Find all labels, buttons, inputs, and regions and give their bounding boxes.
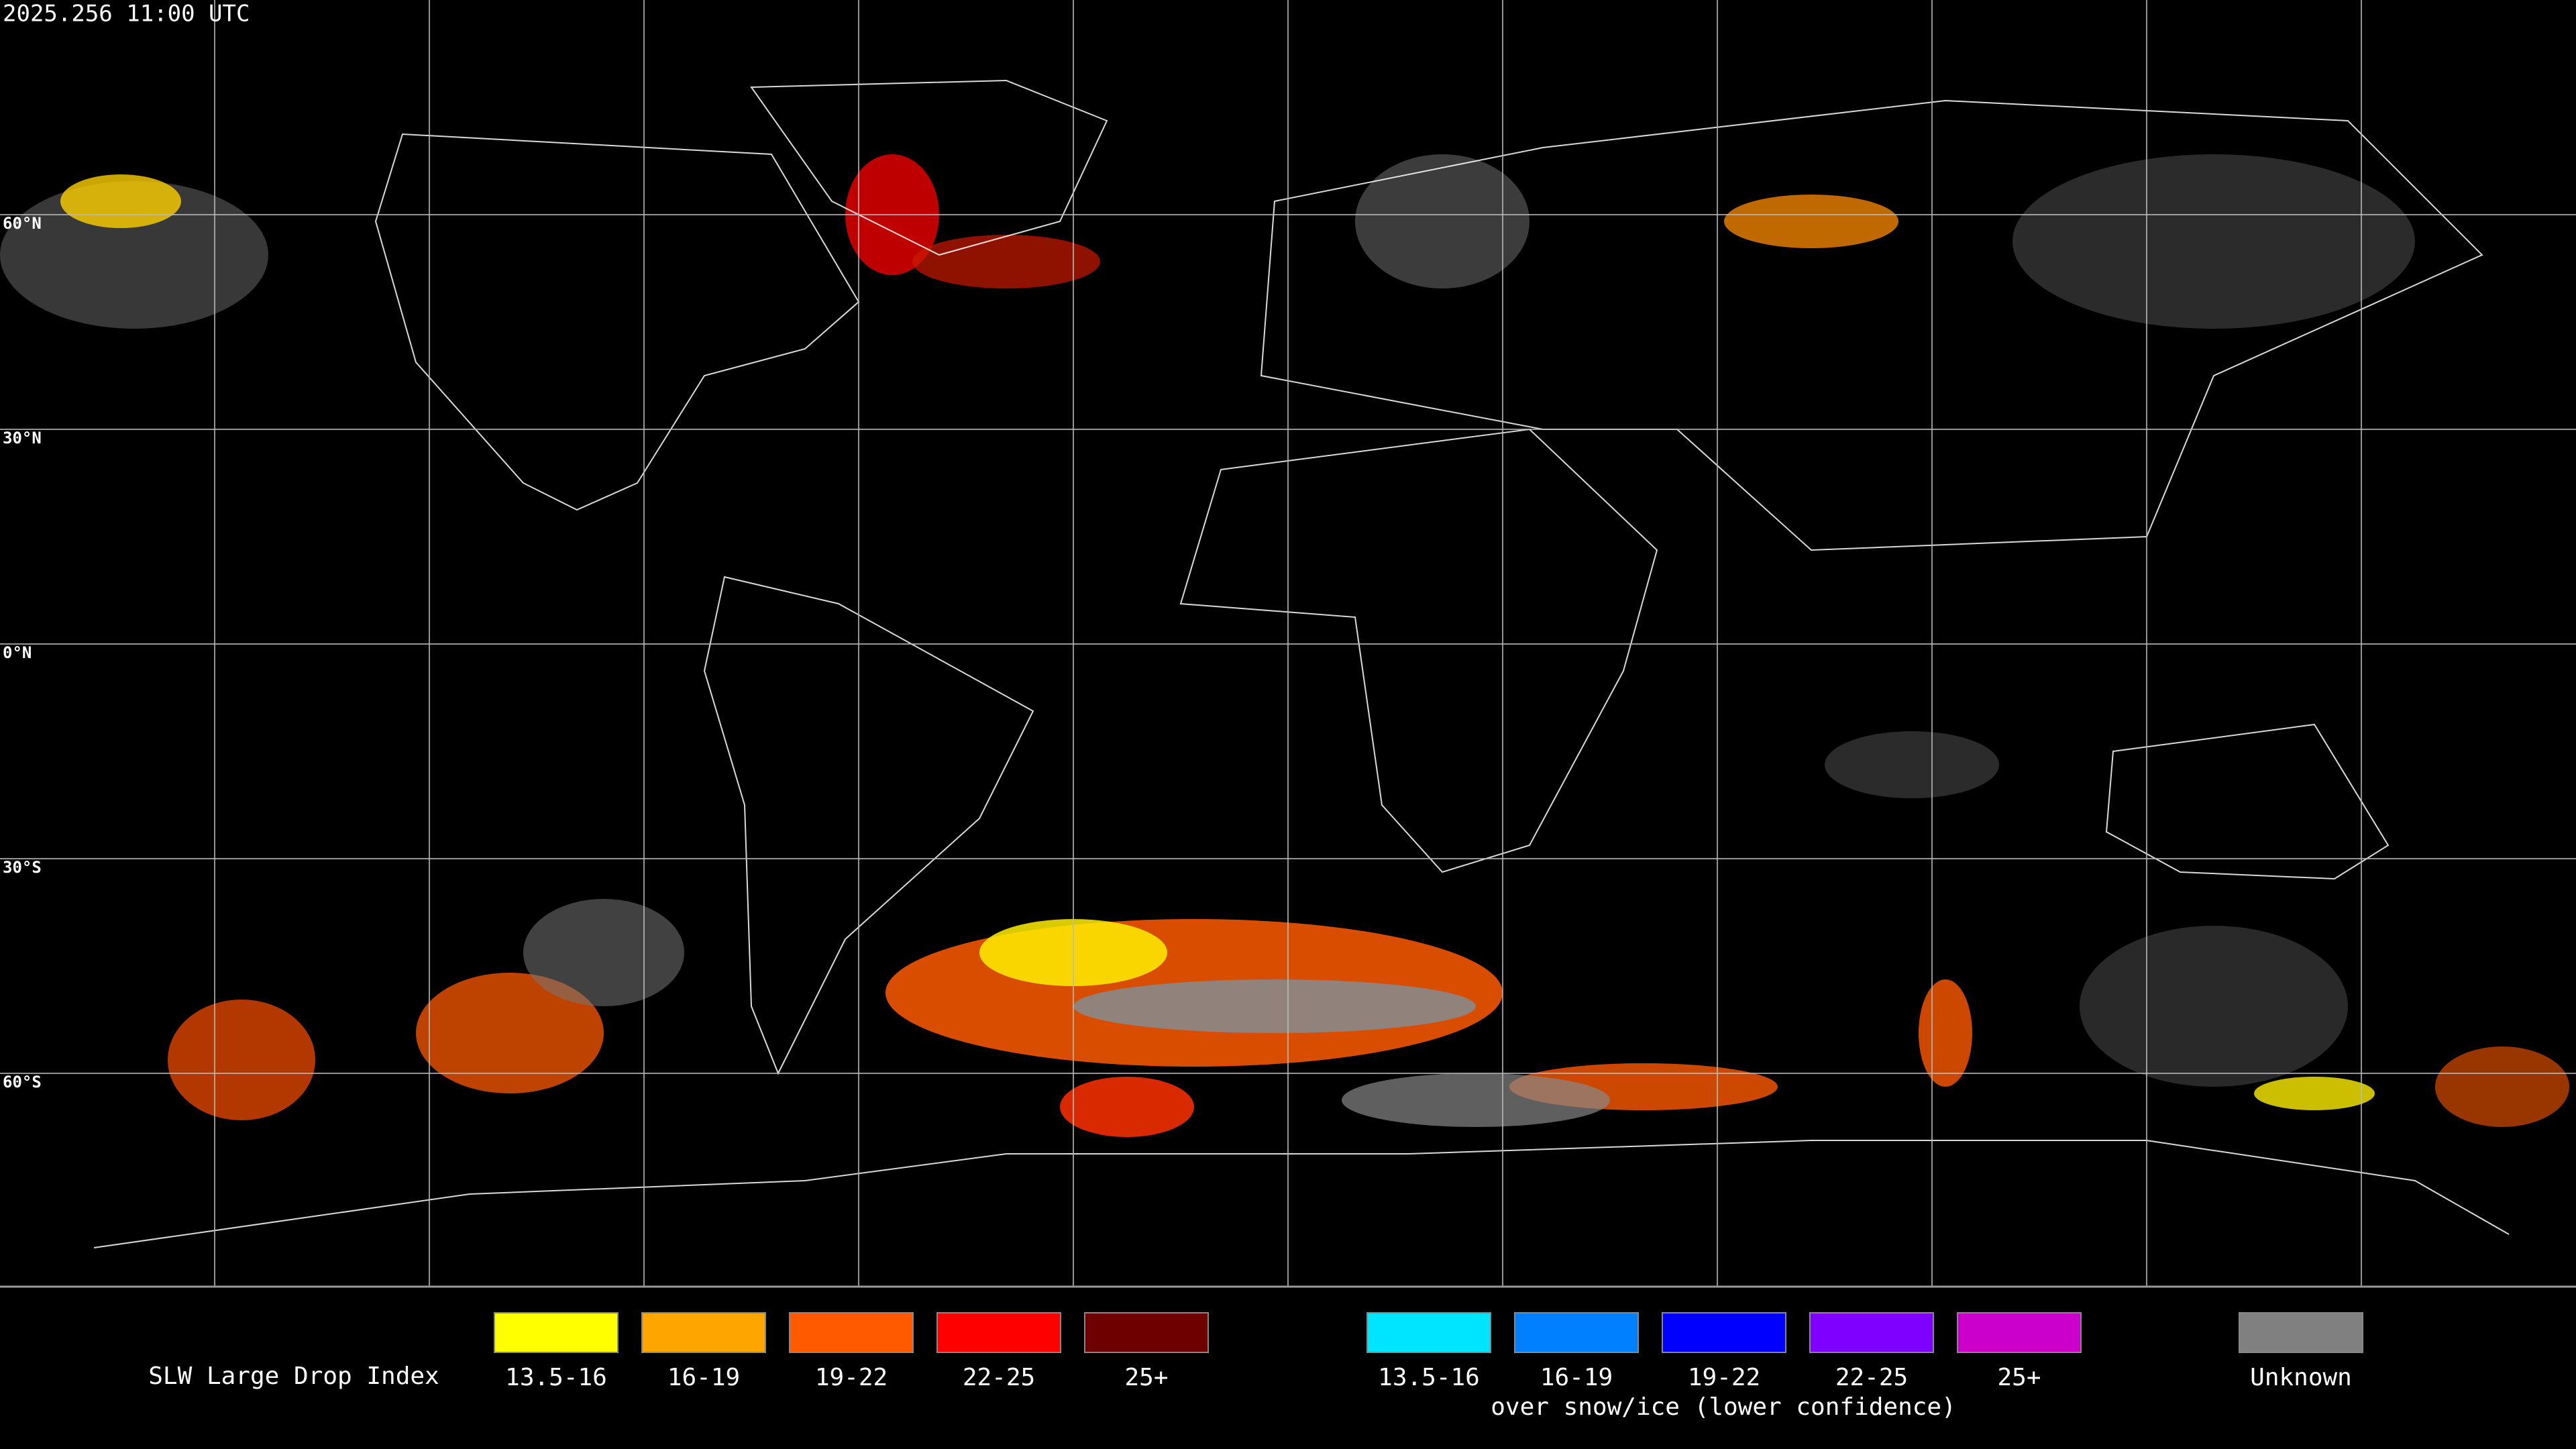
cloud-slw <box>416 973 604 1093</box>
latitude-label: 30°S <box>3 858 42 877</box>
legend-label: 13.5-16 <box>1378 1364 1480 1391</box>
cloud-slw <box>1919 979 1972 1087</box>
cloud-slw <box>60 174 181 228</box>
legend-label: 22-25 <box>963 1364 1035 1391</box>
legend-swatch <box>1514 1312 1639 1353</box>
south-america <box>703 576 1034 1075</box>
cloud-unknown <box>2012 154 2415 329</box>
legend-label: 16-19 <box>1540 1364 1613 1391</box>
legend-label: 16-19 <box>667 1364 740 1391</box>
north-america <box>374 133 860 511</box>
australia <box>2105 723 2390 880</box>
cloud-slw <box>168 1000 315 1120</box>
cloud-unknown <box>523 899 684 1006</box>
latitude-label: 60°N <box>3 214 42 233</box>
coastlines <box>93 79 2510 1248</box>
cloud-unknown <box>1355 154 1529 288</box>
cloud-slw <box>1724 195 1898 248</box>
legend-label: 19-22 <box>815 1364 888 1391</box>
legend-title: SLW Large Drop Index <box>148 1362 439 1390</box>
latitude-label: 60°S <box>3 1073 42 1091</box>
legend-swatch <box>2239 1312 2363 1353</box>
legend-label: 25+ <box>1997 1364 2041 1391</box>
legend-swatch <box>1662 1312 1786 1353</box>
legend-swatch <box>1957 1312 2082 1353</box>
legend-note: over snow/ice (lower confidence) <box>1491 1393 1956 1421</box>
greenland <box>750 79 1108 256</box>
cloud-slw <box>1060 1077 1194 1137</box>
timestamp: 2025.256 11:00 UTC <box>3 1 250 28</box>
latitude-label: 0°N <box>3 643 32 662</box>
legend-label: 25+ <box>1124 1364 1168 1391</box>
cloud-unknown <box>1342 1073 1610 1127</box>
legend-label: 22-25 <box>1835 1364 1908 1391</box>
cloud-slw <box>2435 1046 2569 1127</box>
legend-label: Unknown <box>2250 1364 2352 1391</box>
cloud-unknown <box>1825 731 1999 798</box>
legend-label: 13.5-16 <box>505 1364 607 1391</box>
legend-swatch <box>1084 1312 1209 1353</box>
legend-swatch <box>641 1312 766 1353</box>
data-field <box>0 154 2569 1137</box>
legend-swatch <box>789 1312 914 1353</box>
cloud-slw <box>912 235 1100 288</box>
legend: 13.5-16 16-19 19-22 22-25 25+ 13.5-16 16-19 19-… <box>494 1312 2363 1391</box>
legend-swatch <box>494 1312 619 1353</box>
antarctica <box>93 1140 2510 1248</box>
eurasia <box>1260 99 2483 551</box>
cloud-unknown <box>0 181 268 329</box>
cloud-unknown <box>1073 979 1476 1033</box>
legend-swatch <box>1366 1312 1491 1353</box>
cloud-unknown <box>2080 926 2348 1087</box>
cloud-slw <box>2254 1077 2375 1110</box>
legend-label: 19-22 <box>1688 1364 1760 1391</box>
legend-swatch <box>936 1312 1061 1353</box>
latitude-label: 30°N <box>3 429 42 447</box>
graticule: 60°N 30°N 0°N 30°S 60°S <box>0 0 2576 1287</box>
legend-swatch <box>1809 1312 1934 1353</box>
